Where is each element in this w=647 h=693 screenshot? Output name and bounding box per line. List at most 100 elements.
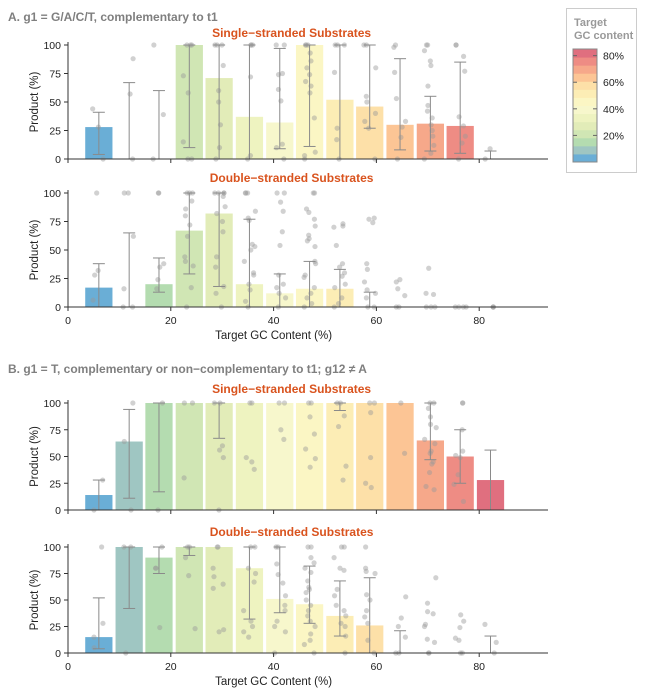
data-point bbox=[247, 400, 253, 406]
data-point bbox=[250, 270, 257, 276]
data-point bbox=[363, 592, 370, 598]
data-point bbox=[341, 608, 347, 614]
data-point bbox=[338, 620, 344, 626]
bar bbox=[326, 403, 354, 510]
colorbar-segment bbox=[573, 97, 597, 106]
data-point bbox=[245, 565, 251, 571]
data-point bbox=[304, 238, 310, 244]
data-point bbox=[425, 42, 431, 48]
x-tick-label: 40 bbox=[268, 661, 280, 673]
data-point bbox=[214, 210, 220, 217]
data-point bbox=[301, 274, 307, 280]
data-point bbox=[338, 544, 345, 550]
data-point bbox=[363, 568, 369, 574]
data-point bbox=[461, 618, 467, 624]
data-point bbox=[188, 285, 194, 291]
colorbar-segment bbox=[573, 57, 597, 66]
data-point bbox=[312, 223, 318, 229]
data-point bbox=[305, 578, 311, 584]
data-point bbox=[245, 190, 251, 196]
data-point bbox=[130, 233, 136, 239]
data-point bbox=[455, 472, 461, 478]
data-point bbox=[275, 72, 282, 78]
data-point bbox=[398, 615, 404, 621]
colorbar-segment bbox=[573, 121, 597, 131]
data-point bbox=[364, 261, 370, 267]
data-point bbox=[367, 400, 373, 406]
data-point bbox=[429, 127, 435, 134]
data-point bbox=[282, 629, 288, 635]
data-point bbox=[274, 190, 280, 196]
data-point bbox=[183, 206, 189, 212]
data-point bbox=[157, 624, 163, 631]
data-point bbox=[422, 621, 429, 627]
y-tick-label: 25 bbox=[49, 126, 61, 138]
data-point bbox=[303, 206, 310, 212]
plots: Single−stranded Substrates Product (%) 0 25… bbox=[29, 26, 548, 688]
data-point bbox=[423, 483, 429, 490]
data-point bbox=[462, 133, 468, 139]
data-point bbox=[311, 216, 318, 222]
data-point bbox=[276, 400, 282, 406]
data-point bbox=[365, 637, 371, 643]
data-point bbox=[395, 623, 401, 630]
data-point bbox=[186, 573, 192, 579]
data-point bbox=[363, 93, 369, 99]
data-point bbox=[428, 122, 434, 128]
colorbar-tick-label: 60% bbox=[603, 77, 624, 89]
data-point bbox=[392, 42, 399, 48]
bar bbox=[386, 403, 414, 510]
data-point bbox=[248, 618, 254, 624]
data-point bbox=[426, 469, 433, 476]
data-point bbox=[192, 626, 198, 632]
data-point bbox=[305, 613, 311, 619]
data-point bbox=[421, 623, 428, 630]
data-point bbox=[121, 190, 127, 196]
data-point bbox=[342, 623, 348, 630]
data-point bbox=[215, 544, 221, 550]
data-point bbox=[242, 298, 249, 304]
data-point bbox=[252, 208, 259, 214]
data-point bbox=[370, 220, 376, 226]
data-point bbox=[281, 400, 288, 406]
data-point bbox=[301, 152, 308, 159]
data-point bbox=[310, 190, 316, 196]
y-tick-label: 0 bbox=[55, 505, 61, 517]
data-point bbox=[189, 198, 195, 204]
data-point bbox=[307, 414, 313, 420]
data-point bbox=[282, 608, 288, 614]
data-point bbox=[100, 620, 106, 626]
data-point bbox=[431, 487, 437, 493]
data-point bbox=[211, 574, 217, 580]
data-point bbox=[251, 579, 257, 585]
data-point bbox=[424, 609, 431, 615]
data-point bbox=[304, 295, 310, 301]
subplot-a-single: Single−stranded Substrates Product (%) 0 25… bbox=[29, 26, 548, 166]
data-point bbox=[401, 450, 408, 456]
data-point bbox=[157, 264, 163, 270]
data-point bbox=[304, 65, 310, 71]
data-point bbox=[493, 639, 499, 646]
data-point bbox=[458, 612, 464, 618]
data-point bbox=[182, 258, 189, 264]
subplot-b-double: Double−stranded Substrates Product (%) 0 25… bbox=[29, 525, 548, 688]
data-point bbox=[280, 281, 286, 287]
data-point bbox=[367, 454, 374, 461]
data-point bbox=[280, 580, 286, 586]
data-point bbox=[180, 139, 186, 145]
data-point bbox=[339, 273, 345, 279]
y-tick-label: 100 bbox=[43, 398, 61, 410]
data-point bbox=[424, 600, 431, 606]
data-point bbox=[308, 631, 314, 637]
data-point bbox=[331, 69, 338, 75]
colorbar-segment bbox=[573, 89, 597, 98]
y-tick-label: 50 bbox=[49, 595, 61, 607]
data-point bbox=[155, 190, 161, 196]
data-point bbox=[402, 293, 408, 299]
data-point bbox=[460, 448, 466, 454]
data-point bbox=[372, 570, 378, 577]
y-axis-label: Product (%) bbox=[29, 71, 41, 132]
data-point bbox=[393, 95, 400, 102]
data-point bbox=[160, 111, 166, 118]
y-tick-label: 50 bbox=[49, 97, 61, 109]
